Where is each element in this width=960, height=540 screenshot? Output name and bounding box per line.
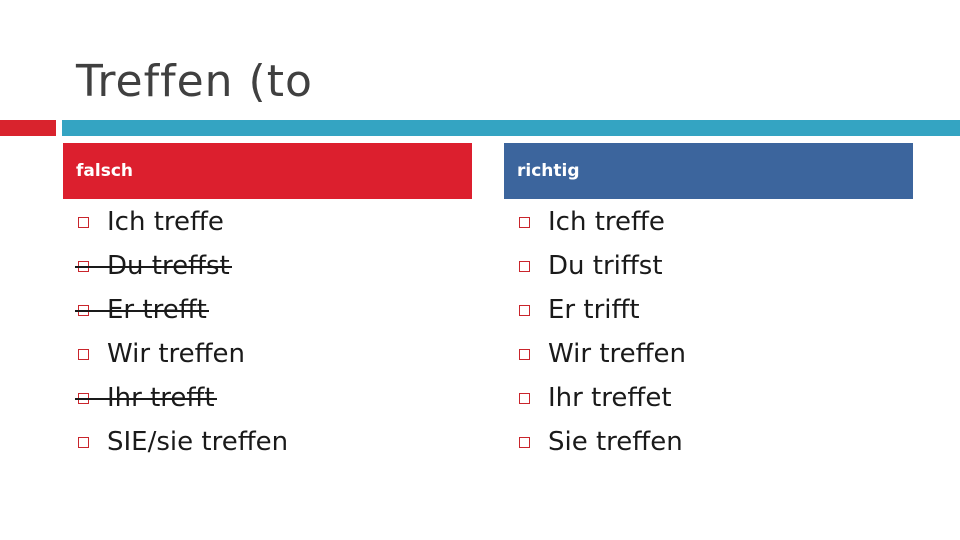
- square-bullet-icon: [519, 305, 530, 316]
- item-text: Er trifft: [548, 295, 640, 325]
- item-text: Du treffst: [107, 251, 230, 281]
- slide-title: Treffen (to: [76, 56, 313, 107]
- accent-band-red: [0, 120, 56, 136]
- square-bullet-icon: [519, 393, 530, 404]
- item-text: Wir treffen: [107, 339, 246, 369]
- square-bullet-icon: [78, 349, 89, 360]
- list-item: Wir treffen: [75, 332, 465, 376]
- column-header-falsch: falsch: [63, 143, 472, 199]
- strikethrough-line: [75, 266, 232, 268]
- richtig-conjugation-list: Ich treffe Du triffst Er trifft Wir tref…: [516, 200, 906, 464]
- list-item: Ich treffe: [75, 200, 465, 244]
- square-bullet-icon: [519, 349, 530, 360]
- list-item: Sie treffen: [516, 420, 906, 464]
- list-item: Du triffst: [516, 244, 906, 288]
- item-text: Ihr treffet: [548, 383, 672, 413]
- item-text: Ich treffe: [107, 207, 224, 237]
- list-item: Er trifft: [516, 288, 906, 332]
- list-item: Du treffst: [75, 244, 465, 288]
- item-text: Wir treffen: [548, 339, 687, 369]
- list-item: SIE/sie treffen: [75, 420, 465, 464]
- list-item: Ihr treffet: [516, 376, 906, 420]
- item-text: Ihr trefft: [107, 383, 215, 413]
- falsch-conjugation-list: Ich treffe Du treffst Er trefft Wir tref…: [75, 200, 465, 464]
- list-item: Ich treffe: [516, 200, 906, 244]
- item-text: Sie treffen: [548, 427, 683, 457]
- strikethrough-line: [75, 310, 209, 312]
- square-bullet-icon: [519, 217, 530, 228]
- list-item: Ihr trefft: [75, 376, 465, 420]
- column-header-richtig: richtig: [504, 143, 913, 199]
- square-bullet-icon: [78, 217, 89, 228]
- strikethrough-line: [75, 398, 217, 400]
- item-text: Du triffst: [548, 251, 663, 281]
- item-text: Ich treffe: [548, 207, 665, 237]
- square-bullet-icon: [78, 437, 89, 448]
- accent-band-blue: [62, 120, 960, 136]
- list-item: Wir treffen: [516, 332, 906, 376]
- square-bullet-icon: [519, 261, 530, 272]
- square-bullet-icon: [519, 437, 530, 448]
- item-text: Er trefft: [107, 295, 207, 325]
- list-item: Er trefft: [75, 288, 465, 332]
- item-text: SIE/sie treffen: [107, 427, 289, 457]
